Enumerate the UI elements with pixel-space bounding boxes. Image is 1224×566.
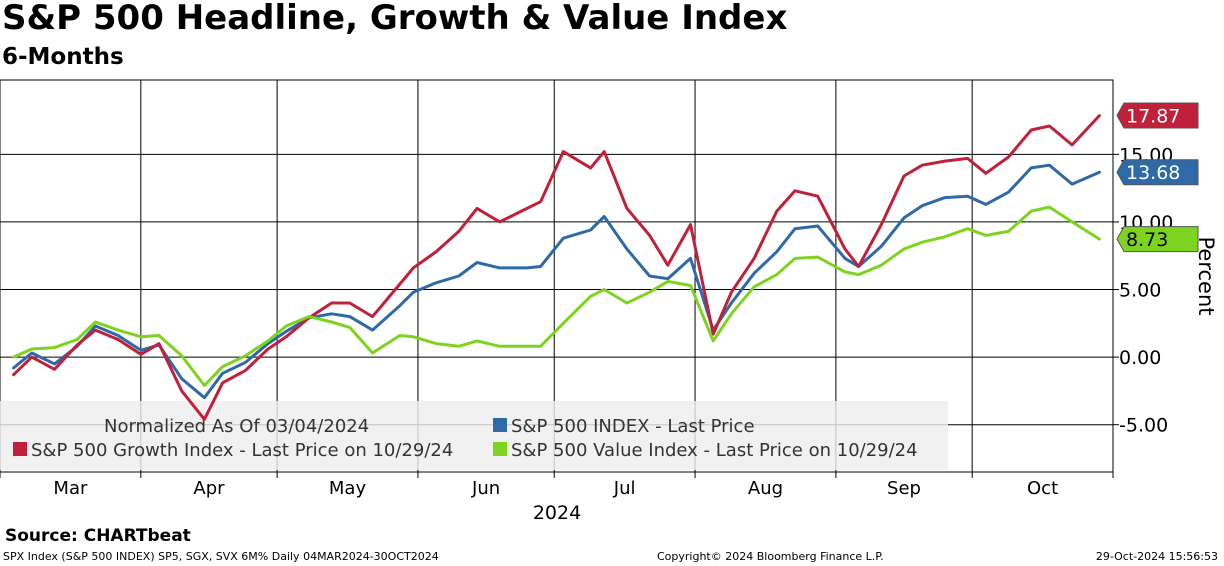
x-tick-label-sep: Sep [887,478,921,499]
last-value-tag-box [1116,159,1199,186]
legend-swatch [13,442,27,456]
last-value-tag-box [1116,226,1199,253]
last-value-tag-value: 8.73 [1116,226,1199,253]
series-line-sp500 [12,163,1101,400]
legend-label: S&P 500 Value Index - Last Price on 10/2… [511,440,918,461]
series-line-growth [12,114,1101,421]
plot-frame [0,79,1114,473]
x-tick-label-apr: Apr [193,478,225,499]
legend-note: Normalized As Of 03/04/2024 [104,416,369,437]
legend: Normalized As Of 03/04/2024 S&P 500 INDEX… [0,401,948,470]
legend-background [0,401,948,470]
x-axis-year-label: 2024 [533,502,581,524]
last-value-tag-box [1116,102,1199,129]
last-value-tag-text: 8.73 [1126,229,1168,251]
legend-label: S&P 500 INDEX - Last Price [511,416,755,437]
series-layer [12,114,1101,421]
footer-security-info: SPX Index (S&P 500 INDEX) SP5, SGX, SVX … [3,550,439,563]
x-tick-label-may: May [329,478,367,499]
grid-layer [0,79,1114,473]
y-tick-label: 5.00 [1119,280,1161,302]
series-line-value [12,205,1101,387]
legend-swatch [493,418,507,432]
last-value-tag-text: 13.68 [1126,162,1180,184]
last-value-tag-growth: 17.87 [1116,102,1199,129]
x-tick-label-aug: Aug [748,478,783,499]
chart-subtitle: 6-Months [2,44,124,70]
footer-timestamp: 29-Oct-2024 15:56:53 [1095,550,1218,563]
chart-title: S&P 500 Headline, Growth & Value Index [2,0,788,38]
y-tick-label: 0.00 [1119,347,1161,369]
axes: Mar Apr May Jun Jul Aug Sep Oct 2024 -5.00 0.00 5.0… [0,102,1218,524]
footer-copyright: Copyright© 2024 Bloomberg Finance L.P. [657,550,884,563]
x-tick-label-mar: Mar [53,478,88,499]
last-value-tag-sp500: 13.68 [1116,159,1199,186]
y-tick-label: -5.00 [1119,415,1168,437]
x-tick-label-oct: Oct [1027,478,1058,499]
source-note: Source: CHARTbeat [5,526,191,546]
x-tick-label-jul: Jul [613,478,636,499]
last-value-tag-text: 17.87 [1126,106,1180,128]
x-tick-label-jun: Jun [471,478,500,499]
legend-label: S&P 500 Growth Index - Last Price on 10/… [31,440,453,461]
legend-swatch [493,442,507,456]
